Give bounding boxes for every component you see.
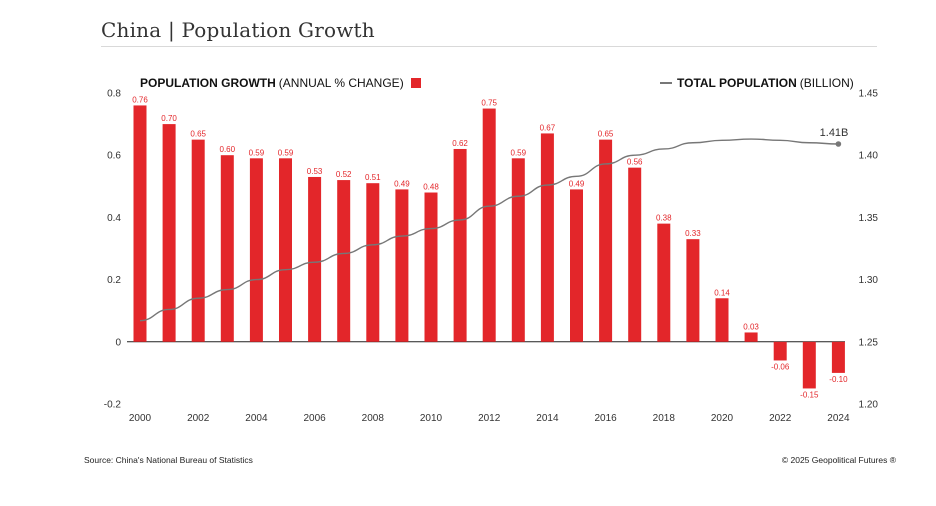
x-tick-label: 2010 (420, 413, 443, 424)
bar (453, 148, 467, 342)
y2-tick-label: 1.40 (859, 151, 879, 162)
y-tick-label: 0 (115, 337, 121, 348)
page-title: China | Population Growth (101, 18, 375, 42)
title-divider (101, 46, 877, 47)
x-tick-label: 2024 (827, 413, 850, 424)
bar-data-label: 0.60 (220, 145, 236, 154)
legend-population-bold: TOTAL POPULATION (677, 76, 797, 90)
y-tick-label: 0.6 (107, 151, 121, 162)
bar (715, 298, 729, 342)
bar (482, 108, 496, 342)
legend-population: TOTAL POPULATION (BILLION) (660, 76, 854, 90)
y-tick-label: 0.2 (107, 275, 121, 286)
bar-data-label: 0.03 (743, 322, 759, 331)
x-tick-label: 2022 (769, 413, 792, 424)
bar (802, 341, 816, 389)
legend-growth-bold: POPULATION GROWTH (140, 76, 276, 90)
y-tick-label: 0.4 (107, 213, 121, 224)
bar (337, 180, 351, 342)
legend-population-rest: (BILLION) (799, 76, 854, 90)
bar-data-label: 0.38 (656, 214, 672, 223)
copyright-note: © 2025 Geopolitical Futures ® (781, 455, 896, 465)
bar (773, 341, 787, 361)
bar-data-label: 0.56 (627, 158, 643, 167)
bar-data-label: 0.49 (394, 179, 410, 188)
bar-data-label: 0.59 (278, 148, 294, 157)
population-end-point (835, 141, 842, 147)
bar (570, 189, 583, 342)
y2-tick-label: 1.30 (859, 275, 879, 286)
bar-data-label: 0.67 (540, 123, 556, 132)
bar-data-label: -0.06 (771, 362, 790, 371)
bar-data-label: 0.51 (365, 173, 381, 182)
x-tick-label: 2012 (478, 413, 501, 424)
bar-data-label: 0.33 (685, 229, 701, 238)
bar (249, 158, 263, 342)
bar-data-label: 0.70 (161, 114, 177, 123)
bar-data-label: -0.10 (829, 375, 848, 384)
legend-bar-swatch (410, 78, 421, 88)
x-tick-label: 2000 (129, 413, 152, 424)
bar (279, 158, 292, 342)
bar (657, 223, 671, 342)
bar (366, 183, 380, 342)
bar (162, 124, 176, 342)
x-tick-label: 2008 (362, 413, 385, 424)
y2-tick-label: 1.45 (859, 89, 879, 100)
bar-data-label: 0.48 (423, 183, 439, 192)
bar-data-label: 0.76 (132, 95, 148, 104)
bar-data-label: 0.65 (190, 130, 206, 139)
bar (424, 192, 438, 342)
legend-growth-rest: (ANNUAL % CHANGE) (278, 76, 404, 90)
y-tick-label: 0.8 (107, 89, 121, 100)
population-line (139, 138, 839, 322)
bar (540, 133, 554, 342)
x-tick-label: 2018 (653, 413, 676, 424)
bar-data-label: 0.53 (307, 167, 323, 176)
x-tick-label: 2004 (245, 413, 268, 424)
bar-data-label: -0.15 (800, 390, 819, 399)
bar (308, 176, 322, 342)
x-tick-label: 2020 (711, 413, 734, 424)
bar-data-label: 0.62 (452, 139, 468, 148)
bar (191, 139, 205, 342)
source-note: Source: China's National Bureau of Stati… (84, 455, 253, 465)
legend-line-swatch (660, 82, 672, 84)
x-tick-label: 2014 (536, 413, 559, 424)
bar (511, 158, 525, 342)
bar (628, 167, 642, 342)
bar-data-label: 0.75 (481, 99, 497, 108)
bar (395, 189, 409, 342)
bar-data-label: 0.52 (336, 170, 352, 179)
bar (220, 155, 234, 342)
bar-data-label: 0.59 (249, 148, 265, 157)
bar-data-label: 0.65 (598, 130, 614, 139)
x-tick-label: 2002 (187, 413, 210, 424)
bar-data-label: 0.59 (511, 148, 527, 157)
bar (133, 105, 147, 342)
bar (599, 139, 613, 342)
y2-tick-label: 1.20 (859, 400, 879, 411)
x-tick-label: 2016 (594, 413, 617, 424)
bar (831, 341, 845, 373)
y2-tick-label: 1.35 (859, 213, 879, 224)
y-tick-label: -0.2 (104, 400, 122, 411)
y2-tick-label: 1.25 (859, 337, 879, 348)
population-end-label: 1.41B (820, 127, 849, 139)
bar (744, 332, 758, 342)
legend-growth: POPULATION GROWTH (ANNUAL % CHANGE) (140, 76, 421, 90)
bar (686, 239, 700, 342)
bar-data-label: 0.14 (714, 288, 730, 297)
x-tick-label: 2006 (303, 413, 326, 424)
bar-data-label: 0.49 (569, 179, 585, 188)
